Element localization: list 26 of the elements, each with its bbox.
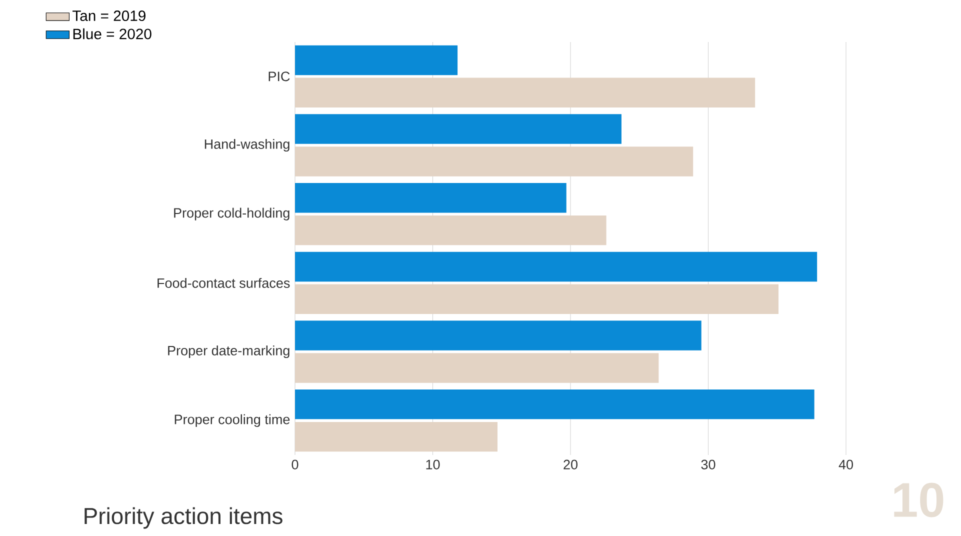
x-tick-label: 0 xyxy=(292,460,298,470)
x-tick-label: 20 xyxy=(564,460,578,470)
bar xyxy=(295,284,779,314)
text: Priority action items xyxy=(84,507,282,529)
y-tick-label: Proper date-marking xyxy=(168,345,290,358)
x-tick-label: 30 xyxy=(701,460,716,470)
bar xyxy=(295,215,606,246)
x-tick-label: 40 xyxy=(838,460,853,470)
bar xyxy=(295,183,566,213)
y-tick-label: Proper cold-holding xyxy=(174,208,290,220)
y-tick-label: Hand-washing xyxy=(204,138,290,152)
bar xyxy=(295,114,622,144)
bar xyxy=(295,390,814,420)
legend-label: Blue = 2020 xyxy=(73,28,152,40)
x-tick-label: 10 xyxy=(426,460,440,470)
bar xyxy=(295,353,659,383)
bar xyxy=(295,78,756,108)
bar xyxy=(295,252,818,282)
y-tick-label: Food-contact surfaces xyxy=(158,278,290,288)
bar xyxy=(295,320,702,350)
y-tick-label: Proper cooling time xyxy=(174,414,290,427)
bar xyxy=(295,146,694,176)
legend-label: Tan = 2019 xyxy=(72,10,146,22)
bar xyxy=(295,45,458,76)
bar xyxy=(295,422,498,452)
y-tick-label: PIC xyxy=(268,72,290,82)
